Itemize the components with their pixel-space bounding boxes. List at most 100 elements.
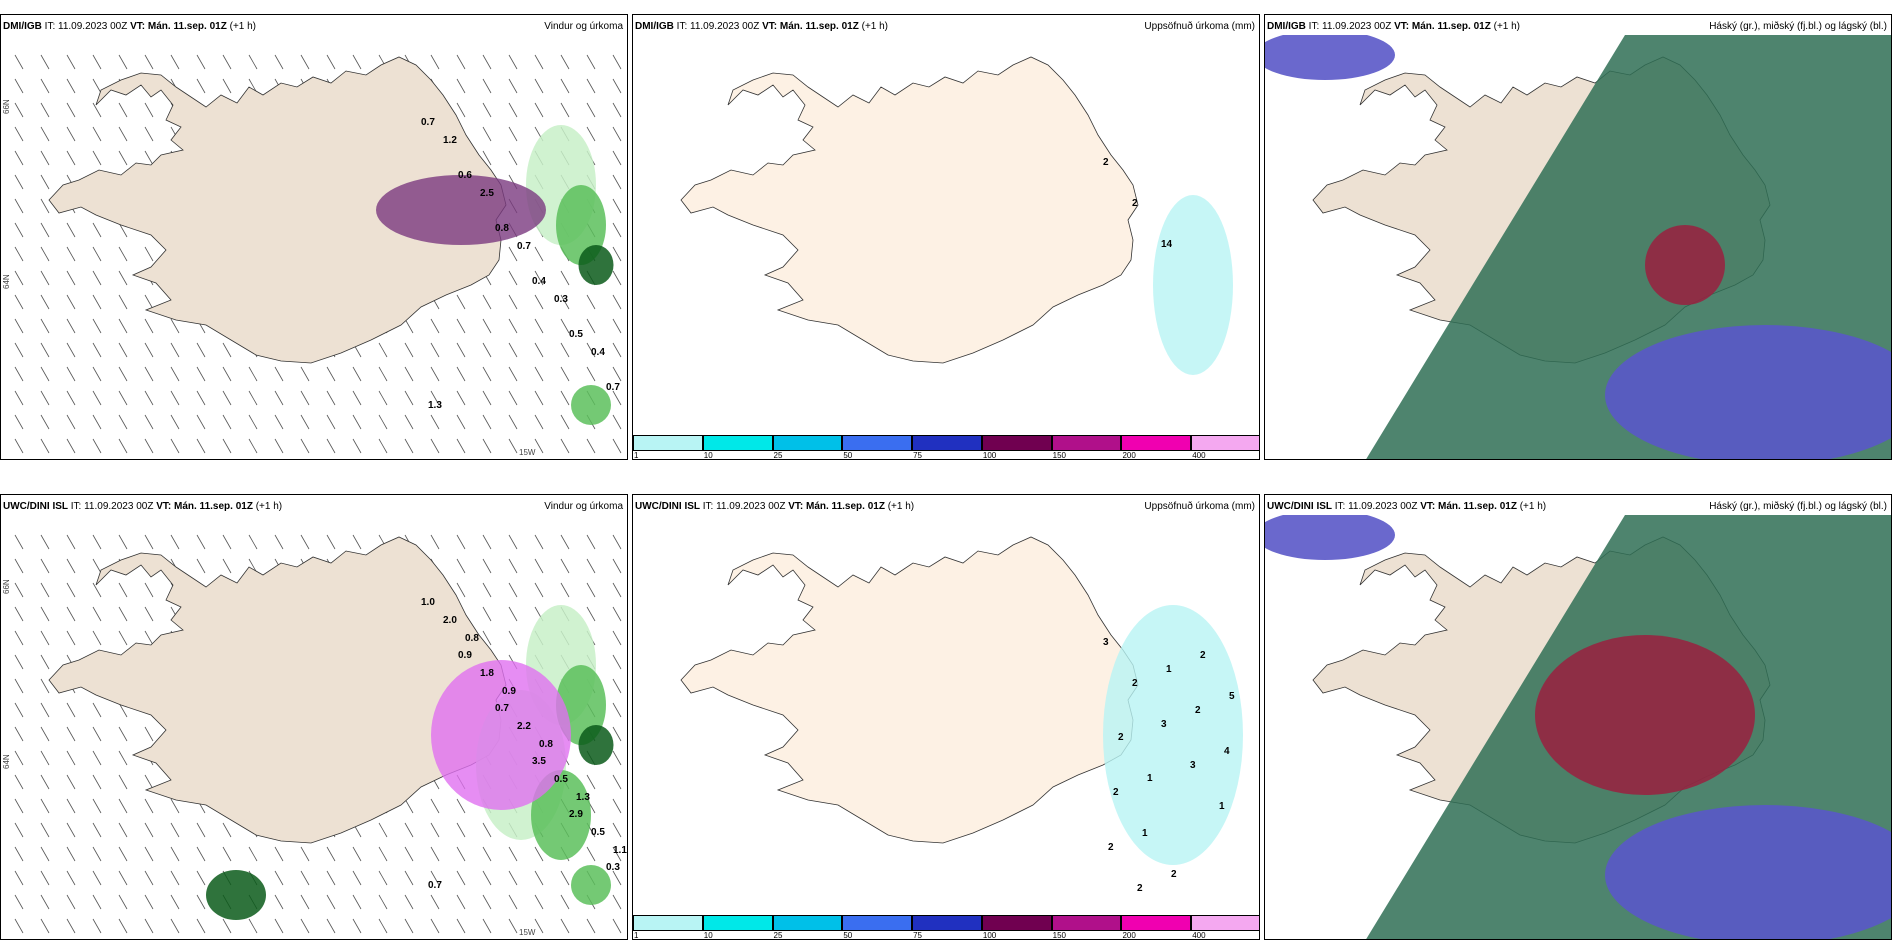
panel-header: UWC/DINI ISL IT: 11.09.2023 00Z VT: Mán.… (3, 501, 282, 512)
colorbar-tick-label: 50 (843, 931, 853, 940)
panel-header: DMI/IGB IT: 11.09.2023 00Z VT: Mán. 11.s… (635, 21, 888, 32)
colorbar-tick-label: 1 (634, 451, 639, 460)
map-panel-p4: UWC/DINI ISL IT: 11.09.2023 00Z VT: Mán.… (0, 494, 628, 940)
colorbar-tick-label: 100 (982, 931, 997, 940)
colorbar-tick-label: 200 (1122, 931, 1136, 940)
colorbar-tick-label: 400 (1192, 451, 1206, 460)
precip-value-label: 0.4 (532, 276, 546, 287)
colorbar-swatch (912, 915, 982, 931)
colorbar-tick-label: 50 (843, 451, 853, 460)
low-cloud-area (1645, 225, 1725, 305)
precip-value-label: 0.7 (606, 382, 620, 393)
valid-time-label: VT: Mán. 11.sep. 01Z (130, 21, 227, 32)
accum-value-label: 1 (1147, 773, 1153, 784)
precip-value-label: 1.3 (428, 400, 442, 411)
valid-time-label: VT: Mán. 11.sep. 01Z (1420, 501, 1517, 512)
lon-label: 15W (519, 448, 536, 457)
colorbar-swatch (912, 435, 982, 451)
mid-cloud-area (1265, 35, 1395, 80)
lat-label: 64N (2, 754, 11, 769)
precip-area (571, 385, 611, 425)
precip-value-label: 0.7 (428, 880, 442, 891)
precip-value-label: 0.4 (591, 347, 605, 358)
accum-value-label: 2 (1103, 157, 1109, 168)
precip-value-label: 0.8 (495, 223, 509, 234)
precip-value-label: 0.7 (495, 703, 509, 714)
map-canvas: 2 2 14 (680, 56, 1233, 375)
colorbar-swatch (842, 435, 913, 451)
colorbar-tick-label: 150 (1052, 451, 1067, 460)
precip-value-label: 1.3 (576, 792, 590, 803)
accum-value-label: 4 (1224, 746, 1230, 757)
precip-value-label: 0.7 (517, 241, 531, 252)
accum-value-label: 2 (1200, 650, 1206, 661)
panel-title: Uppsöfnuð úrkoma (mm) (1144, 501, 1255, 512)
precip-area (571, 865, 611, 905)
panel-title: Vindur og úrkoma (544, 21, 623, 32)
init-time: IT: 11.09.2023 00Z (44, 21, 128, 32)
colorbar-swatch (702, 915, 773, 931)
panel-title: Uppsöfnuð úrkoma (mm) (1144, 21, 1255, 32)
colorbar: 1 10 25 50 75 100 150 200 400 (633, 431, 1259, 460)
precip-value-label: 0.5 (591, 827, 605, 838)
iceland-landmass (48, 536, 507, 844)
valid-time-label: VT: Mán. 11.sep. 01Z (1394, 21, 1491, 32)
init-time: IT: 11.09.2023 00Z (70, 501, 154, 512)
colorbar-swatch (1051, 435, 1122, 451)
lon-label: 15W (519, 928, 536, 937)
precip-value-label: 0.8 (539, 739, 553, 750)
model-name: DMI/IGB (1267, 21, 1306, 32)
accum-value-label: 2 (1195, 705, 1201, 716)
precip-value-label: 0.3 (606, 862, 620, 873)
precip-area (531, 770, 591, 860)
valid-time-label: VT: Mán. 11.sep. 01Z (762, 21, 859, 32)
accum-value-label: 2 (1171, 869, 1177, 880)
low-cloud-area (1535, 635, 1755, 795)
map-panel-p2: DMI/IGB IT: 11.09.2023 00Z VT: Mán. 11.s… (632, 14, 1260, 460)
lat-label: 66N (2, 579, 11, 594)
colorbar-swatch (1121, 915, 1192, 931)
precip-value-label: 1.8 (480, 668, 494, 679)
colorbar-swatch (633, 915, 703, 931)
iceland-landmass (48, 56, 507, 364)
colorbar-swatch (1121, 435, 1192, 451)
precip-value-label: 3.5 (532, 756, 546, 767)
map-canvas: 0.7 0.6 0.8 0.4 0.5 0.7 1.2 2.5 0.7 0.3 0.4 1.3 66N 6… (2, 54, 622, 457)
accum-value-label: 2 (1132, 678, 1138, 689)
colorbar-tick-label: 25 (773, 451, 783, 460)
precip-value-label: 2.0 (443, 615, 457, 626)
accum-value-label: 2 (1108, 842, 1114, 853)
precip-value-label: 0.8 (465, 633, 479, 644)
lead-time: (+1 h) (1519, 501, 1547, 512)
map-panel-p5: UWC/DINI ISL IT: 11.09.2023 00Z VT: Mán.… (632, 494, 1260, 940)
colorbar-tick-label: 10 (703, 451, 713, 460)
precip-value-label: 0.7 (421, 117, 435, 128)
valid-time-label: VT: Mán. 11.sep. 01Z (156, 501, 253, 512)
colorbar-tick-label: 1 (634, 931, 639, 940)
colorbar-tick-label: 400 (1192, 931, 1206, 940)
map-canvas (1265, 35, 1891, 459)
precip-value-label: 0.3 (554, 294, 568, 305)
mid-cloud-area (1605, 325, 1891, 459)
panel-title: Háský (gr.), miðský (fj.bl.) og lágský (… (1709, 501, 1887, 512)
model-name: DMI/IGB (3, 21, 42, 32)
colorbar-tick-label: 150 (1052, 931, 1067, 940)
model-name: UWC/DINI ISL (635, 501, 700, 512)
lat-label: 64N (2, 274, 11, 289)
colorbar-swatch (1191, 435, 1259, 451)
accum-value-label: 3 (1190, 760, 1196, 771)
heavy-precip-area (376, 175, 546, 245)
panel-header: UWC/DINI ISL IT: 11.09.2023 00Z VT: Mán.… (635, 501, 914, 512)
model-name: UWC/DINI ISL (3, 501, 68, 512)
panel-header: DMI/IGB IT: 11.09.2023 00Z VT: Mán. 11.s… (3, 21, 256, 32)
precip-area (578, 245, 614, 285)
colorbar: 1 10 25 50 75 100 150 200 400 (633, 911, 1259, 940)
lat-label: 66N (2, 99, 11, 114)
valid-time-label: VT: Mán. 11.sep. 01Z (788, 501, 885, 512)
panel-header: UWC/DINI ISL IT: 11.09.2023 00Z VT: Mán.… (1267, 501, 1546, 512)
precip-value-label: 2.9 (569, 809, 583, 820)
accum-value-label: 1 (1166, 664, 1172, 675)
colorbar-swatch (1051, 915, 1122, 931)
accum-value-label: 3 (1103, 637, 1109, 648)
lead-time: (+1 h) (1493, 21, 1521, 32)
